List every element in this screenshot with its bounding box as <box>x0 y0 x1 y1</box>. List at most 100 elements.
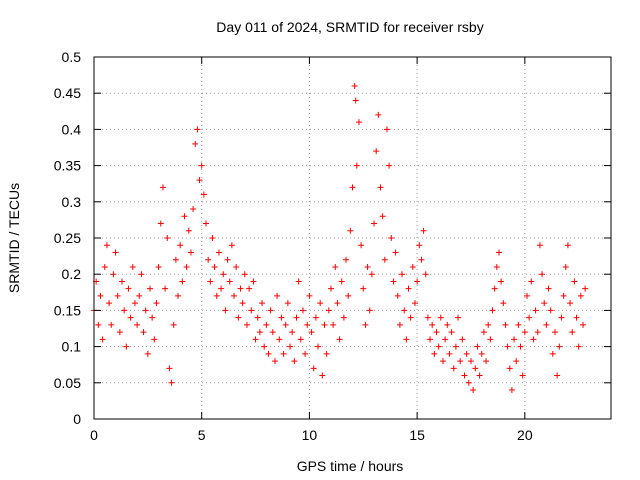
data-point <box>235 314 242 321</box>
data-point <box>302 350 309 357</box>
data-point <box>364 263 371 270</box>
data-point <box>185 227 192 234</box>
data-point <box>545 285 552 292</box>
data-point <box>439 358 446 365</box>
data-point <box>523 292 530 299</box>
data-point <box>123 343 130 350</box>
data-point <box>332 263 339 270</box>
y-tick-label: 0.45 <box>54 85 81 101</box>
data-point <box>297 336 304 343</box>
data-point <box>450 365 457 372</box>
data-point <box>388 235 395 241</box>
data-point <box>549 350 556 357</box>
data-point <box>528 278 535 285</box>
data-point <box>399 271 406 278</box>
data-point <box>121 307 128 314</box>
data-point <box>444 321 451 328</box>
data-point <box>560 292 567 299</box>
data-point <box>513 358 520 365</box>
data-point <box>280 350 287 357</box>
data-point <box>508 387 515 394</box>
data-point <box>319 372 326 379</box>
data-point <box>562 263 569 270</box>
data-point <box>304 321 311 328</box>
data-point <box>530 336 537 343</box>
data-point <box>103 242 110 249</box>
data-point <box>483 358 490 365</box>
data-point <box>338 278 345 285</box>
axis-ticks <box>93 56 611 420</box>
data-point <box>112 249 119 256</box>
data-point <box>396 321 403 328</box>
data-point <box>325 307 332 314</box>
x-tick-label: 15 <box>409 427 425 443</box>
data-point <box>170 321 177 328</box>
data-point <box>284 300 291 307</box>
tick-labels: 0 0.05 0.1 0.15 0.2 0.25 0.3 0.35 0.4 0.45 0.5 0 5 10… <box>54 49 533 443</box>
y-tick-label: 0.3 <box>62 194 82 210</box>
data-point <box>287 343 294 350</box>
x-tick-label: 0 <box>90 427 98 443</box>
data-point <box>315 343 322 350</box>
data-point <box>140 329 147 336</box>
data-point <box>127 314 134 321</box>
data-point <box>293 314 300 321</box>
data-point <box>299 307 306 314</box>
data-point <box>317 300 324 307</box>
y-tick-label: 0.15 <box>54 302 81 318</box>
data-point <box>330 321 337 328</box>
data-point <box>95 321 102 328</box>
data-points <box>91 82 589 394</box>
y-tick-label: 0.35 <box>54 158 81 174</box>
data-point <box>386 162 393 169</box>
data-point <box>506 365 513 372</box>
data-point <box>211 263 218 270</box>
data-point <box>424 314 431 321</box>
data-point <box>110 271 117 278</box>
data-point <box>569 329 576 336</box>
data-point <box>577 292 584 299</box>
data-point <box>269 329 276 336</box>
data-point <box>222 307 229 314</box>
data-point <box>539 271 546 278</box>
data-point <box>564 242 571 249</box>
data-point <box>532 307 539 314</box>
data-point <box>157 220 164 227</box>
data-point <box>349 184 356 191</box>
data-point <box>224 256 231 263</box>
data-point <box>437 314 444 321</box>
data-point <box>463 350 470 357</box>
data-point <box>289 329 296 336</box>
x-tick-label: 5 <box>198 427 206 443</box>
data-point <box>427 336 434 343</box>
data-point <box>181 213 188 220</box>
data-point <box>498 278 505 285</box>
data-point <box>519 372 526 379</box>
data-point <box>457 358 464 365</box>
data-point <box>504 343 511 350</box>
data-point <box>166 365 173 372</box>
data-point <box>536 242 543 249</box>
data-point <box>138 271 145 278</box>
data-point <box>571 278 578 285</box>
data-point <box>336 336 343 343</box>
data-point <box>448 329 455 336</box>
data-point <box>308 329 315 336</box>
data-point <box>237 285 244 292</box>
data-point <box>162 285 169 292</box>
data-point <box>487 336 494 343</box>
data-point <box>323 350 330 357</box>
data-point <box>551 329 558 336</box>
data-point <box>381 256 388 263</box>
data-point <box>241 271 248 278</box>
data-point <box>263 321 270 328</box>
data-point <box>172 256 179 263</box>
data-point <box>472 365 479 372</box>
data-point <box>392 249 399 256</box>
data-point <box>198 162 205 169</box>
data-point <box>220 271 227 278</box>
data-point <box>334 300 341 307</box>
data-point <box>306 292 313 299</box>
data-point <box>407 314 414 321</box>
y-tick-label: 0.25 <box>54 230 81 246</box>
